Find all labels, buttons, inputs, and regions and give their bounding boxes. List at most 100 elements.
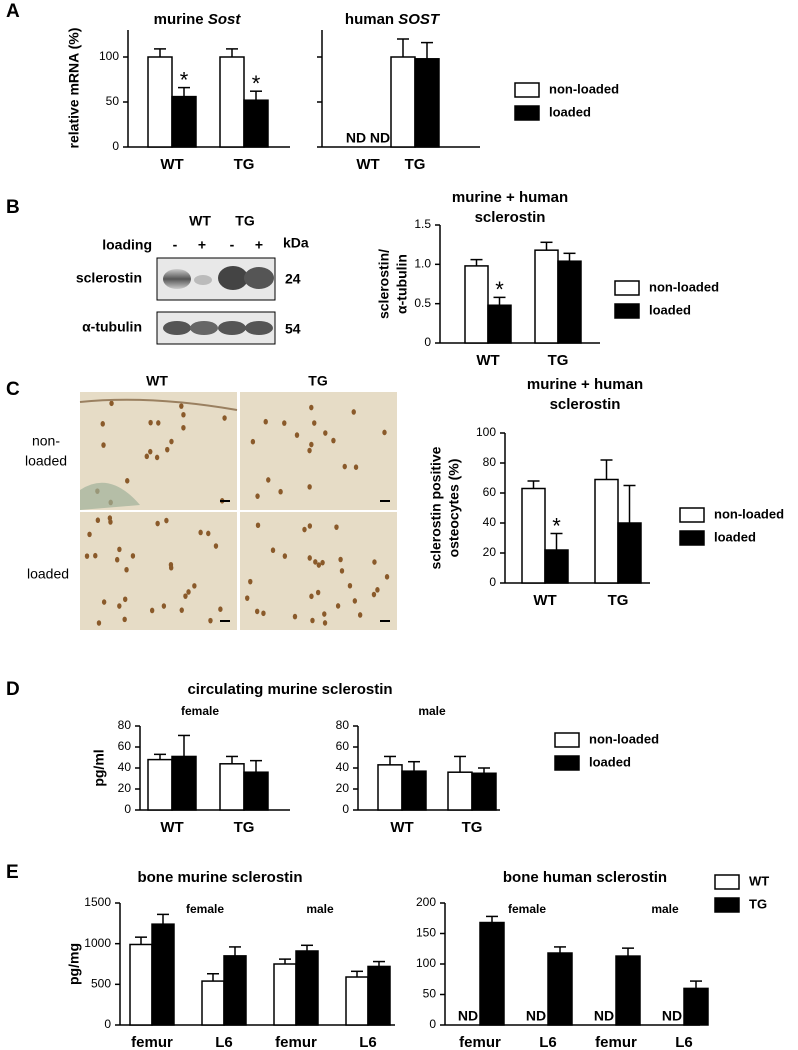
osteocyte [351, 409, 356, 415]
value-label: ND [662, 1008, 682, 1024]
y-tick-label: 60 [118, 739, 132, 753]
osteocyte [122, 616, 127, 623]
tissue-edge [80, 482, 140, 510]
legend-label: loaded [714, 529, 756, 544]
y-axis-label: pg/mg [66, 943, 82, 985]
blot-band [244, 267, 274, 289]
osteocyte [101, 442, 106, 448]
osteocyte [307, 555, 312, 561]
bar [219, 56, 245, 148]
bar [534, 249, 559, 344]
blot-band-name: sclerostin [76, 270, 142, 286]
chart-title: bone human sclerostin [503, 869, 667, 886]
y-tick-label: 20 [118, 781, 132, 795]
osteocyte [100, 421, 105, 427]
value-label: ND [594, 1008, 614, 1024]
blot-band-size: 54 [285, 321, 301, 337]
y-tick-label: 100 [476, 425, 496, 439]
value-label: ND [458, 1008, 478, 1024]
blot-unit: kDa [283, 235, 309, 251]
x-tick-label: WT [390, 819, 413, 836]
bar [464, 265, 489, 344]
y-tick-label: 20 [336, 781, 350, 795]
tissue-edge [79, 398, 238, 411]
chart-title: murine Sost [154, 11, 242, 28]
osteocyte [384, 574, 390, 580]
osteocyte [179, 403, 184, 409]
osteocyte [130, 553, 136, 559]
y-tick-label: 0 [489, 575, 496, 589]
bar [171, 755, 197, 811]
bar [377, 764, 403, 811]
significance: * [552, 513, 561, 538]
bar [401, 770, 427, 811]
legend-label: non-loaded [714, 506, 784, 521]
panel-letter: E [6, 862, 19, 883]
osteocyte [338, 556, 343, 563]
y-tick-label: 60 [336, 739, 350, 753]
x-tick-label: femur [131, 1034, 173, 1050]
panel-letter: D [6, 679, 20, 700]
scale-bar [220, 620, 230, 622]
panel-letter: C [6, 379, 20, 400]
osteocyte [125, 478, 130, 484]
x-tick-label: TG [234, 819, 255, 836]
chart-title: murine + human [527, 376, 643, 393]
legend-swatch [614, 280, 640, 296]
chart-title: circulating murine sclerostin [187, 681, 392, 698]
osteocyte [208, 617, 213, 624]
blot-loading: + [255, 237, 263, 253]
y-tick-label: 80 [336, 718, 350, 732]
osteocyte [168, 564, 174, 571]
bar [147, 56, 173, 148]
y-tick-label: 0 [112, 139, 119, 153]
blot-loading: + [198, 237, 206, 253]
osteocyte [312, 420, 317, 426]
osteocyte [310, 617, 315, 624]
osteocyte [206, 530, 211, 537]
y-tick-label: 200 [416, 895, 436, 909]
osteocyte [255, 493, 260, 499]
bar [557, 260, 582, 344]
blot-band [190, 321, 218, 335]
osteocyte [278, 488, 283, 495]
chart-title: murine + human [452, 189, 568, 206]
osteocyte [155, 520, 160, 527]
osteocyte [309, 404, 314, 411]
scale-bar [380, 500, 390, 502]
x-tick-label: TG [548, 352, 569, 369]
chart-title: bone murine sclerostin [137, 869, 302, 886]
micro-row: non- [32, 433, 60, 449]
scale-bar [380, 620, 390, 622]
y-tick-label: 80 [483, 455, 497, 469]
y-tick-label: 20 [483, 545, 497, 559]
x-tick-label: TG [462, 819, 483, 836]
legend-label: non-loaded [589, 731, 659, 746]
osteocyte [255, 522, 261, 529]
osteocyte [322, 611, 327, 617]
y-tick-label: 100 [99, 49, 119, 63]
osteocyte [192, 583, 197, 589]
osteocyte [186, 589, 191, 595]
bar [683, 987, 709, 1026]
osteocyte [101, 599, 107, 605]
micrographs: WT TG non- loaded loaded [25, 373, 397, 630]
osteocyte [93, 552, 98, 559]
micro-row: loaded [27, 566, 69, 582]
blot-loading: - [173, 237, 178, 253]
osteocyte [342, 463, 347, 470]
osteocyte [181, 411, 186, 418]
osteocyte [307, 523, 313, 529]
osteocyte [183, 593, 188, 599]
bar [367, 965, 391, 1026]
value-label: ND [526, 1008, 546, 1024]
legend-swatch [714, 897, 740, 913]
blot-band [218, 266, 248, 290]
legend-label: non-loaded [549, 81, 619, 96]
title-text: circulating murine sclerostin [187, 681, 392, 698]
x-tick-label: WT [160, 156, 183, 173]
bar [295, 950, 319, 1026]
legend-swatch [714, 874, 740, 890]
legend-swatch [554, 755, 580, 771]
